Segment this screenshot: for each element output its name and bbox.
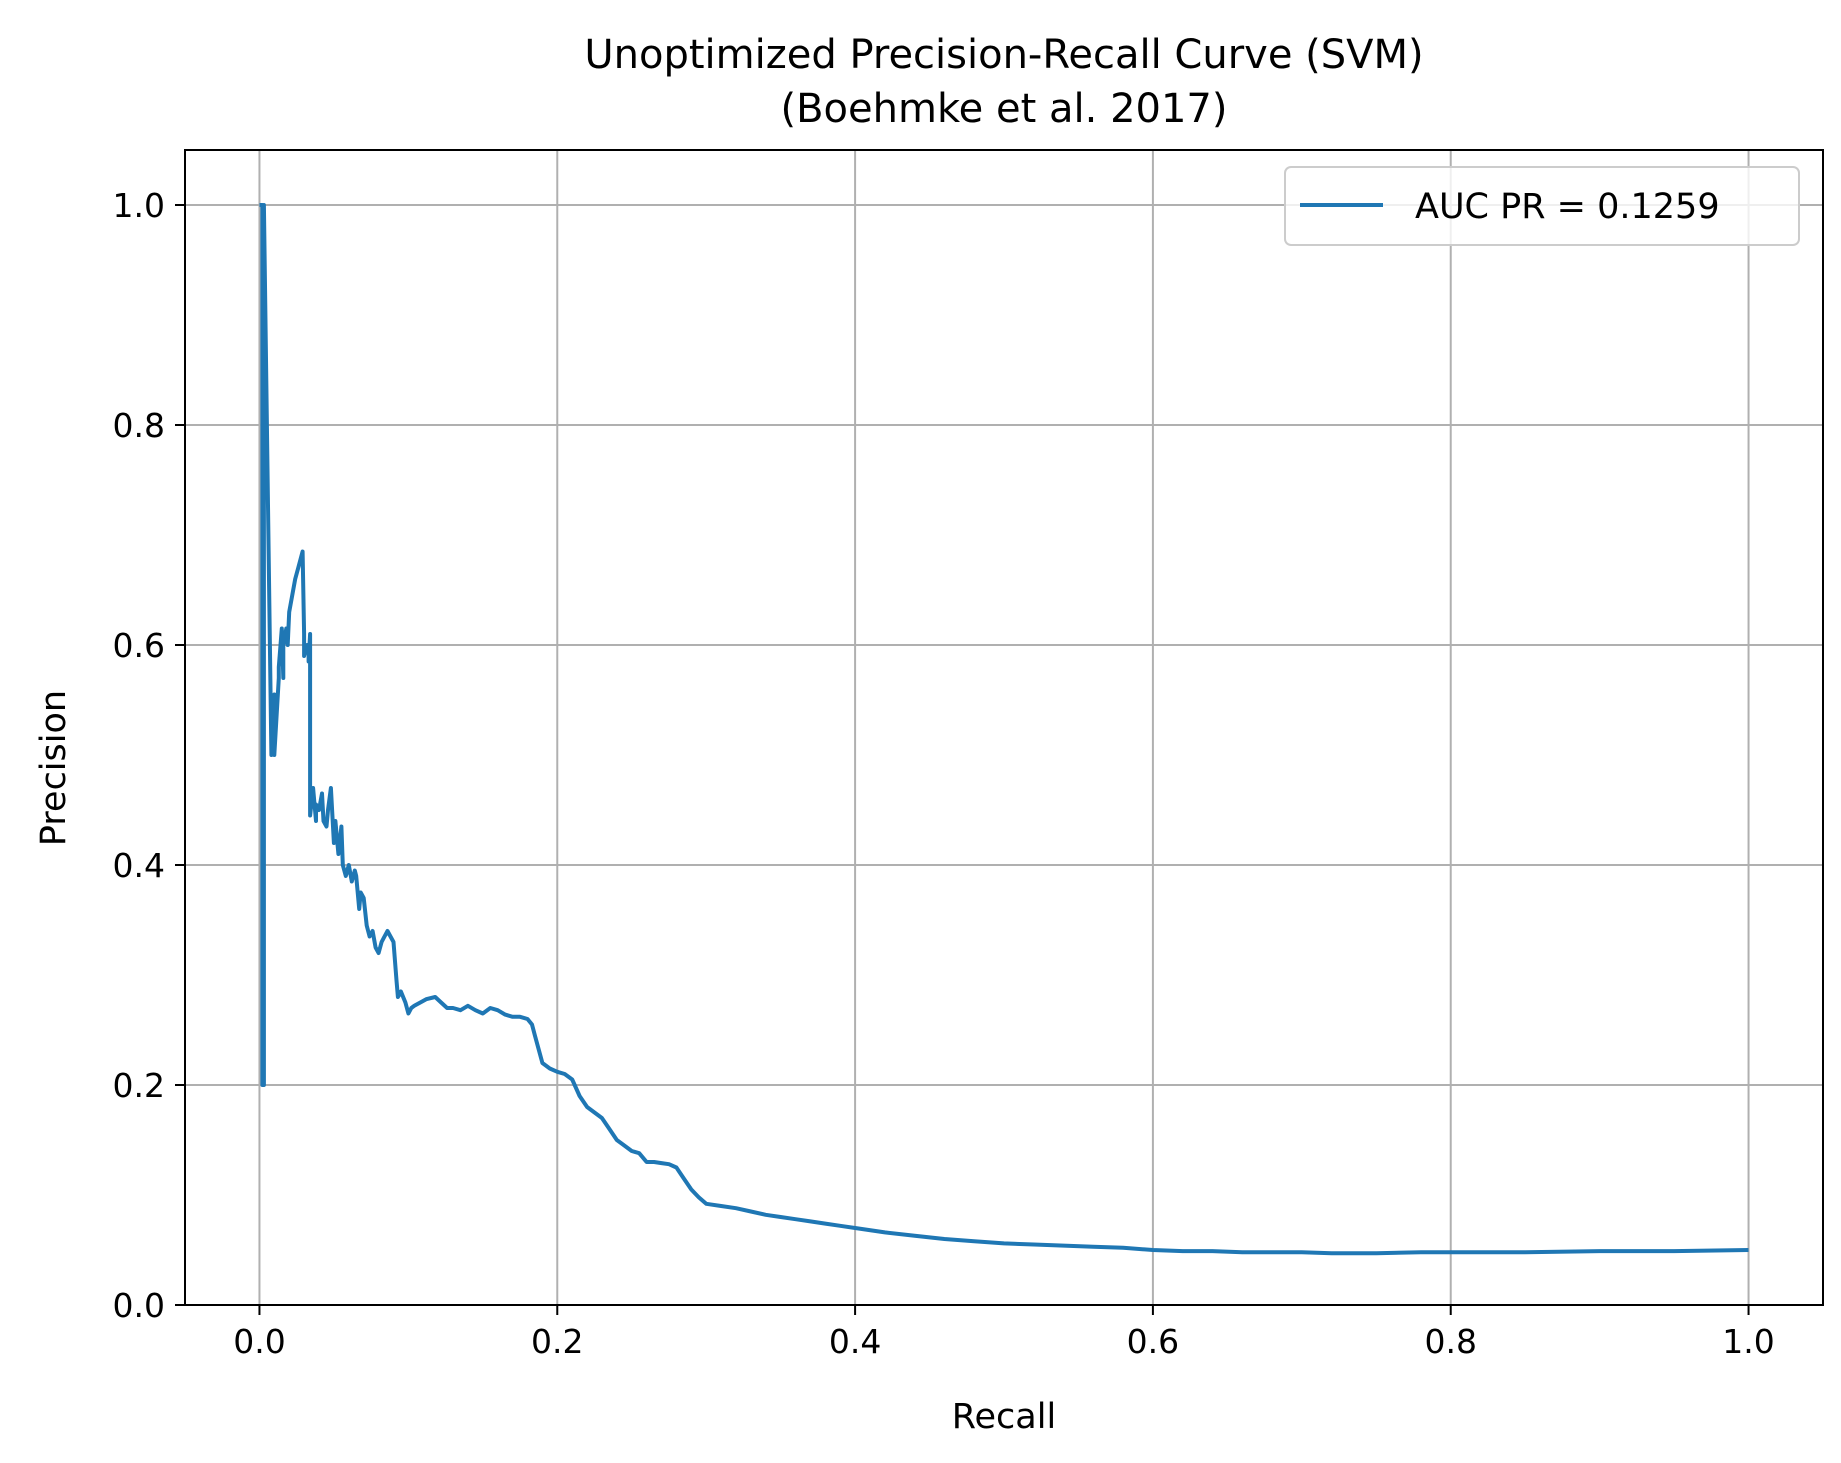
x-tick-label: 0.2 [531, 1322, 583, 1361]
x-tick-label: 1.0 [1722, 1322, 1774, 1361]
y-tick-label: 0.2 [113, 1066, 165, 1105]
series-line [259, 203, 1749, 1256]
y-tick-label: 0.6 [113, 626, 165, 665]
grid-lines [185, 150, 1823, 1306]
x-tick-label: 0.0 [233, 1322, 285, 1361]
y-tick-label: 0.4 [113, 846, 165, 885]
chart-title-line-1: Unoptimized Precision-Recall Curve (SVM) [584, 32, 1423, 78]
chart-title-line-2: (Boehmke et al. 2017) [781, 86, 1228, 132]
legend-entry-label: AUC PR = 0.1259 [1415, 187, 1720, 227]
x-tick-label: 0.8 [1424, 1322, 1476, 1361]
x-axis-ticks: 0.0 0.2 0.4 0.6 0.8 1.0 [233, 1305, 1775, 1361]
x-tick-label: 0.6 [1127, 1322, 1179, 1361]
x-axis-label: Recall [952, 1397, 1056, 1437]
y-tick-label: 0.0 [113, 1286, 165, 1325]
y-axis-label: Precision [34, 690, 74, 846]
legend: AUC PR = 0.1259 [1284, 166, 1800, 246]
axes-frame [184, 149, 1824, 1306]
y-axis-ticks: 0.0 0.2 0.4 0.6 0.8 1.0 [113, 186, 185, 1325]
y-tick-label: 0.8 [113, 406, 165, 445]
legend-box [1284, 166, 1800, 246]
y-tick-label: 1.0 [113, 186, 165, 225]
series-layer [259, 203, 1749, 1256]
x-tick-label: 0.4 [829, 1322, 881, 1361]
